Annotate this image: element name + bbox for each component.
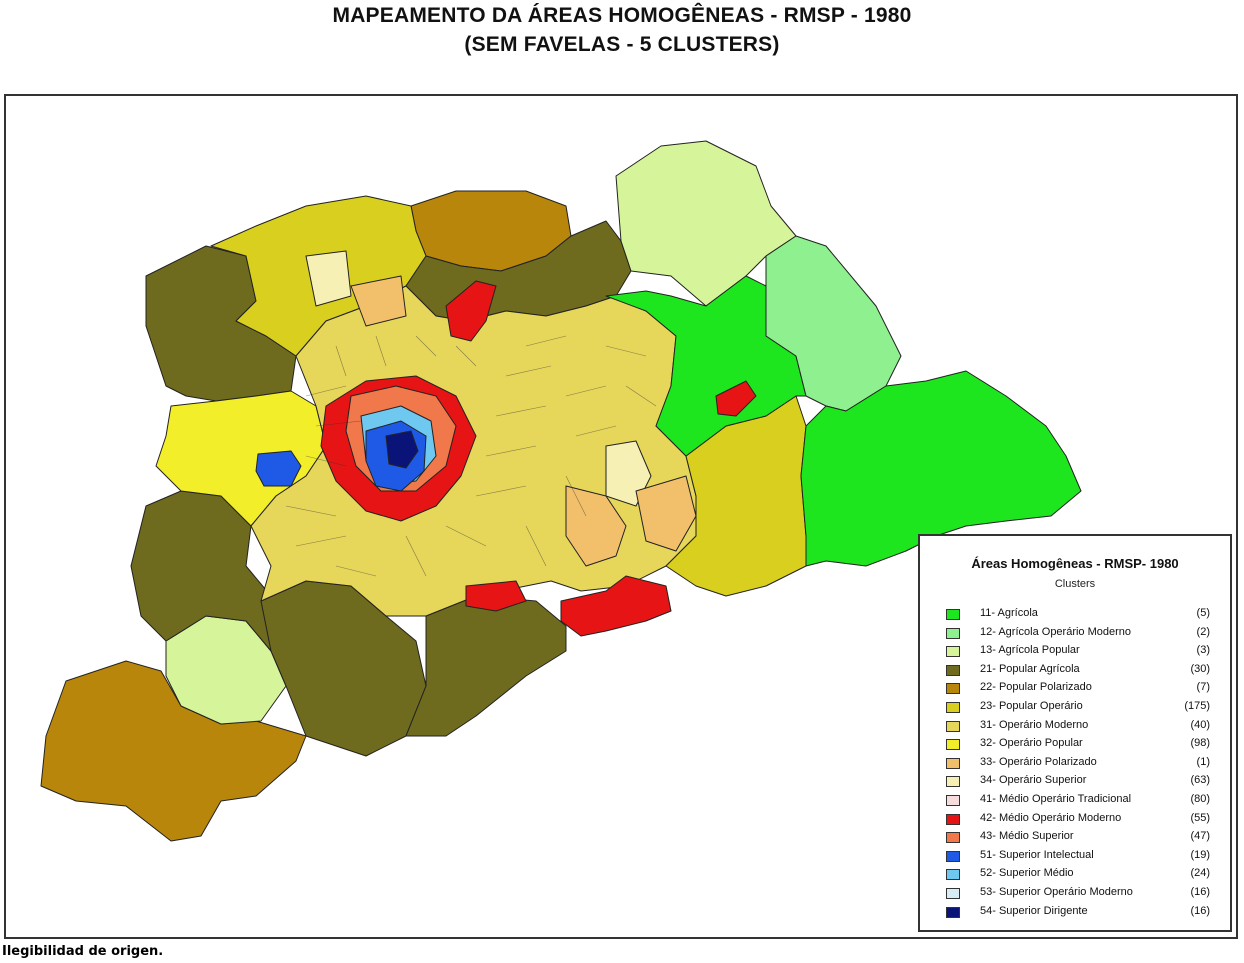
region-superior-dirigente-center <box>385 430 419 469</box>
region-operario-superior-north <box>350 275 407 327</box>
legend-count: (19) <box>1190 848 1210 861</box>
footnote: Ilegibilidad de origen. <box>2 944 164 959</box>
legend-swatch <box>946 887 960 899</box>
legend-count: (7) <box>1196 681 1210 694</box>
legend-label: 13- Agrícola Popular <box>980 644 1080 657</box>
legend-item: 34- Operário Superior (63) <box>946 773 1216 792</box>
legend-count: (24) <box>1190 867 1210 880</box>
map-frame: Áreas Homogêneas - RMSP- 1980 Clusters 1… <box>4 94 1238 939</box>
region-medio-operario-moderno-southeast <box>560 575 672 637</box>
choropleth-map <box>40 140 1082 842</box>
legend-swatch <box>946 646 960 658</box>
map-legend: Áreas Homogêneas - RMSP- 1980 Clusters 1… <box>918 534 1232 932</box>
map-subtitle: (SEM FAVELAS - 5 CLUSTERS) <box>464 33 780 56</box>
legend-item: 21- Popular Agrícola (30) <box>946 662 1216 681</box>
legend-item: 41- Médio Operário Tradicional (80) <box>946 792 1216 811</box>
legend-swatch <box>946 757 960 769</box>
legend-item: 12- Agrícola Operário Moderno (2) <box>946 625 1216 644</box>
region-superior-intelectual-west <box>255 450 302 487</box>
legend-swatch <box>946 850 960 862</box>
legend-label: 52- Superior Médio <box>980 867 1074 880</box>
legend-swatch <box>946 869 960 881</box>
legend-label: 43- Médio Superior <box>980 830 1074 843</box>
legend-label: 32- Operário Popular <box>980 737 1083 750</box>
legend-item: 23- Popular Operário (175) <box>946 699 1216 718</box>
region-medio-operario-moderno-south <box>465 580 527 612</box>
legend-label: 31- Operário Moderno <box>980 718 1089 731</box>
legend-count: (2) <box>1196 625 1210 638</box>
region-popular-polarizado-southwest <box>40 660 307 842</box>
legend-item: 42- Médio Operário Moderno (55) <box>946 811 1216 830</box>
legend-swatch <box>946 609 960 620</box>
legend-label: 22- Popular Polarizado <box>980 681 1092 694</box>
region-operario-superior-northwest <box>305 250 352 307</box>
legend-count: (175) <box>1184 699 1210 712</box>
legend-swatch <box>946 701 960 713</box>
legend-count: (16) <box>1190 904 1210 917</box>
legend-item: 13- Agrícola Popular (3) <box>946 643 1216 662</box>
legend-items: 11- Agrícola (5) 12- Agrícola Operário Mod… <box>946 606 1216 922</box>
legend-count: (3) <box>1196 644 1210 657</box>
legend-swatch <box>946 720 960 732</box>
legend-item: 43- Médio Superior (47) <box>946 829 1216 848</box>
legend-label: 33- Operário Polarizado <box>980 755 1097 768</box>
legend-swatch <box>946 776 960 788</box>
legend-count: (98) <box>1190 737 1210 750</box>
legend-count: (80) <box>1190 792 1210 805</box>
legend-label: 23- Popular Operário <box>980 699 1083 712</box>
legend-label: 12- Agrícola Operário Moderno <box>980 625 1132 638</box>
legend-item: 32- Operário Popular (98) <box>946 736 1216 755</box>
region-medio-operario-moderno-north <box>445 280 497 342</box>
legend-swatch <box>946 627 960 639</box>
legend-label: 54- Superior Dirigente <box>980 904 1088 917</box>
legend-item: 22- Popular Polarizado (7) <box>946 680 1216 699</box>
legend-item: 54- Superior Dirigente (16) <box>946 904 1216 923</box>
legend-item: 53- Superior Operário Moderno (16) <box>946 885 1216 904</box>
tract-boundaries <box>285 335 657 577</box>
legend-swatch <box>946 683 960 695</box>
legend-count: (16) <box>1190 885 1210 898</box>
legend-swatch <box>946 794 960 806</box>
legend-swatch <box>946 906 960 918</box>
legend-item: 52- Superior Médio (24) <box>946 866 1216 885</box>
legend-label: 11- Agrícola <box>980 607 1038 619</box>
legend-swatch <box>946 664 960 676</box>
legend-item: 51- Superior Intelectual (19) <box>946 848 1216 867</box>
legend-item: 31- Operário Moderno (40) <box>946 718 1216 737</box>
legend-swatch <box>946 739 960 751</box>
legend-count: (30) <box>1190 662 1210 675</box>
legend-swatch <box>946 813 960 825</box>
legend-label: 53- Superior Operário Moderno <box>980 885 1133 898</box>
legend-label: 21- Popular Agrícola <box>980 662 1080 675</box>
legend-label: 34- Operário Superior <box>980 774 1087 787</box>
legend-count: (63) <box>1190 774 1210 787</box>
legend-count: (55) <box>1190 811 1210 824</box>
region-agricola-central-east <box>605 275 807 457</box>
region-agricola-far-east <box>800 370 1082 567</box>
legend-title: Áreas Homogêneas - RMSP- 1980 <box>971 556 1179 571</box>
legend-label: 51- Superior Intelectual <box>980 848 1094 861</box>
legend-subtitle: Clusters <box>1054 578 1096 590</box>
legend-label: 41- Médio Operário Tradicional <box>980 792 1132 805</box>
region-medio-operario-moderno-east <box>715 380 757 417</box>
region-operario-polarizado-east2 <box>635 475 697 552</box>
legend-item: 11- Agrícola (5) <box>946 606 1216 625</box>
legend-label: 42- Médio Operário Moderno <box>980 811 1122 824</box>
region-popular-agricola-southeast <box>405 595 567 737</box>
map-title: MAPEAMENTO DA ÁREAS HOMOGÊNEAS - RMSP - … <box>332 4 912 27</box>
legend-swatch <box>946 832 960 844</box>
legend-count: (1) <box>1196 755 1210 768</box>
legend-count: (40) <box>1190 718 1210 731</box>
legend-item: 33- Operário Polarizado (1) <box>946 755 1216 774</box>
legend-count: (47) <box>1190 830 1210 843</box>
legend-count: (5) <box>1196 607 1210 619</box>
